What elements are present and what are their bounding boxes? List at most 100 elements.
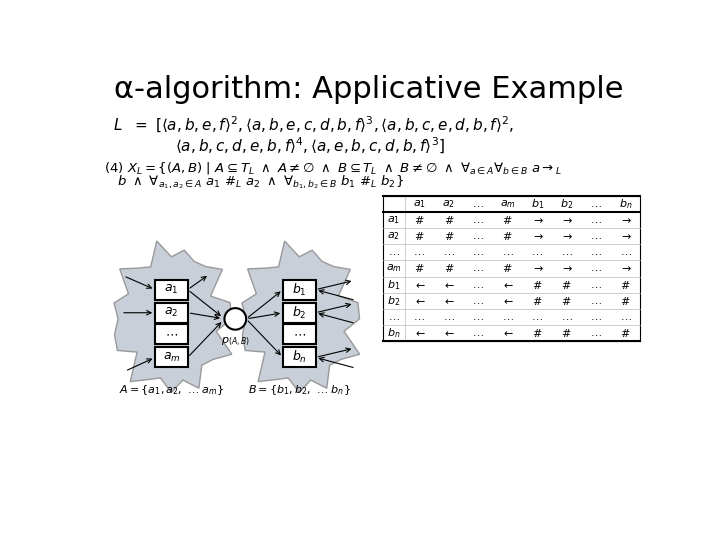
Text: $(4)\ X_L = \{(A, B)\ |\ A \subseteq T_L\ \wedge\ A \neq \emptyset\ \wedge\ B \s: $(4)\ X_L = \{(A, B)\ |\ A \subseteq T_L… <box>104 160 562 176</box>
Text: $\ldots$: $\ldots$ <box>413 312 426 322</box>
Text: $a_2$: $a_2$ <box>164 306 179 319</box>
Text: $\leftarrow$: $\leftarrow$ <box>413 328 426 338</box>
Text: $a_2$: $a_2$ <box>387 230 400 242</box>
Text: $\cdots$: $\cdots$ <box>165 328 178 341</box>
Text: $b_n$: $b_n$ <box>387 326 400 340</box>
Text: $\#$: $\#$ <box>621 295 631 307</box>
Text: $\#$: $\#$ <box>621 279 631 291</box>
FancyBboxPatch shape <box>283 280 315 300</box>
Text: $a_2$: $a_2$ <box>442 198 455 210</box>
FancyBboxPatch shape <box>155 303 188 323</box>
Polygon shape <box>114 241 232 393</box>
Text: $b_2$: $b_2$ <box>292 305 307 321</box>
Text: $\leftarrow$: $\leftarrow$ <box>442 296 455 306</box>
Text: $\ldots$: $\ldots$ <box>590 280 602 289</box>
Text: $\langle a, b, c, d, e, b, f\rangle^4, \langle a, e, b, c, d, b, f\rangle^3]$: $\langle a, b, c, d, e, b, f\rangle^4, \… <box>175 136 445 156</box>
Text: $\#$: $\#$ <box>444 262 454 274</box>
Text: $\rightarrow$: $\rightarrow$ <box>531 264 544 273</box>
Text: $b_2$: $b_2$ <box>387 294 400 308</box>
Text: $\#$: $\#$ <box>621 327 631 339</box>
Text: α-algorithm: Applicative Example: α-algorithm: Applicative Example <box>114 75 624 104</box>
Text: $\#$: $\#$ <box>414 230 425 242</box>
Text: $a_1$: $a_1$ <box>413 198 426 210</box>
Text: $\#$: $\#$ <box>503 214 513 226</box>
Text: $\ldots$: $\ldots$ <box>472 247 485 257</box>
Text: $\ldots$: $\ldots$ <box>443 247 455 257</box>
Text: $\ldots$: $\ldots$ <box>472 231 485 241</box>
Text: $\rightarrow$: $\rightarrow$ <box>560 231 573 241</box>
Text: $\leftarrow$: $\leftarrow$ <box>442 280 455 289</box>
FancyBboxPatch shape <box>283 325 315 345</box>
Text: $a_1$: $a_1$ <box>387 214 400 226</box>
Text: $\ldots$: $\ldots$ <box>590 264 602 273</box>
Text: $\ldots$: $\ldots$ <box>388 247 400 257</box>
Text: $b_2$: $b_2$ <box>560 197 573 211</box>
Text: $\ldots$: $\ldots$ <box>443 312 455 322</box>
Text: $\rightarrow$: $\rightarrow$ <box>560 264 573 273</box>
Text: $\ldots$: $\ldots$ <box>472 280 485 289</box>
Text: $\ldots$: $\ldots$ <box>472 264 485 273</box>
FancyBboxPatch shape <box>283 303 315 323</box>
Text: $\#$: $\#$ <box>562 279 572 291</box>
Text: $\rightarrow$: $\rightarrow$ <box>619 264 632 273</box>
Text: $\rightarrow$: $\rightarrow$ <box>560 215 573 225</box>
Circle shape <box>225 308 246 330</box>
Text: $\#$: $\#$ <box>532 327 542 339</box>
Text: $\ldots$: $\ldots$ <box>590 215 602 225</box>
Text: $\ldots$: $\ldots$ <box>502 312 513 322</box>
Text: $\ldots$: $\ldots$ <box>388 312 400 322</box>
Text: $\rightarrow$: $\rightarrow$ <box>531 215 544 225</box>
Text: $b_1$: $b_1$ <box>531 197 544 211</box>
Text: $b_1$: $b_1$ <box>387 278 400 292</box>
Text: $\#$: $\#$ <box>503 262 513 274</box>
Text: $\ldots$: $\ldots$ <box>590 296 602 306</box>
FancyBboxPatch shape <box>283 347 315 367</box>
Text: $\ldots$: $\ldots$ <box>472 215 485 225</box>
Bar <box>383 195 640 341</box>
Text: $\ldots$: $\ldots$ <box>620 247 631 257</box>
Text: $b_n$: $b_n$ <box>618 197 632 211</box>
FancyBboxPatch shape <box>155 280 188 300</box>
Text: $\ldots$: $\ldots$ <box>590 231 602 241</box>
Text: $\ldots$: $\ldots$ <box>590 199 602 209</box>
Text: $\ldots$: $\ldots$ <box>531 247 543 257</box>
Text: $a_m$: $a_m$ <box>500 198 516 210</box>
FancyBboxPatch shape <box>155 347 188 367</box>
Text: $\cdots$: $\cdots$ <box>293 328 306 341</box>
Text: $\rightarrow$: $\rightarrow$ <box>619 215 632 225</box>
Text: $\ldots$: $\ldots$ <box>620 312 631 322</box>
Text: $\ldots$: $\ldots$ <box>472 328 485 338</box>
Text: $\ldots$: $\ldots$ <box>531 312 543 322</box>
Text: $\ldots$: $\ldots$ <box>590 312 602 322</box>
Text: $\ldots$: $\ldots$ <box>413 247 426 257</box>
Text: $\leftarrow$: $\leftarrow$ <box>501 280 514 289</box>
Text: $\leftarrow$: $\leftarrow$ <box>413 296 426 306</box>
Text: $\#$: $\#$ <box>414 214 425 226</box>
Text: $\#$: $\#$ <box>562 327 572 339</box>
Text: $\leftarrow$: $\leftarrow$ <box>442 328 455 338</box>
Text: $b_n$: $b_n$ <box>292 349 307 366</box>
Text: $\ldots$: $\ldots$ <box>561 247 572 257</box>
Text: $\ldots$: $\ldots$ <box>472 296 485 306</box>
Text: $\#$: $\#$ <box>503 230 513 242</box>
Text: $B=\{b_1, b_2,\ \ldots\ b_n\}$: $B=\{b_1, b_2,\ \ldots\ b_n\}$ <box>248 383 351 397</box>
FancyBboxPatch shape <box>155 325 188 345</box>
Polygon shape <box>242 241 360 393</box>
Text: $\ldots$: $\ldots$ <box>561 312 572 322</box>
Text: $\#$: $\#$ <box>444 230 454 242</box>
Text: $\#$: $\#$ <box>532 295 542 307</box>
Text: $\#$: $\#$ <box>562 295 572 307</box>
Text: $\leftarrow$: $\leftarrow$ <box>501 328 514 338</box>
Text: $a_1$: $a_1$ <box>164 283 179 296</box>
Text: $b\ \wedge\ \forall_{a_1,a_2\in A}\ a_1\ \#_L\ a_2\ \wedge\ \forall_{b_1,b_2\in : $b\ \wedge\ \forall_{a_1,a_2\in A}\ a_1\… <box>117 174 404 191</box>
Text: $\ldots$: $\ldots$ <box>472 312 485 322</box>
Text: $\leftarrow$: $\leftarrow$ <box>501 296 514 306</box>
Text: $\ldots$: $\ldots$ <box>590 328 602 338</box>
Text: $p_{(A,B)}$: $p_{(A,B)}$ <box>221 336 250 348</box>
Text: $\ldots$: $\ldots$ <box>472 199 485 209</box>
Text: $\#$: $\#$ <box>532 279 542 291</box>
Text: $A=\{a_1, a_2,\ \ldots\ a_m\}$: $A=\{a_1, a_2,\ \ldots\ a_m\}$ <box>119 383 224 397</box>
Text: $b_1$: $b_1$ <box>292 281 307 298</box>
Text: $\ldots$: $\ldots$ <box>502 247 513 257</box>
Text: $\#$: $\#$ <box>414 262 425 274</box>
